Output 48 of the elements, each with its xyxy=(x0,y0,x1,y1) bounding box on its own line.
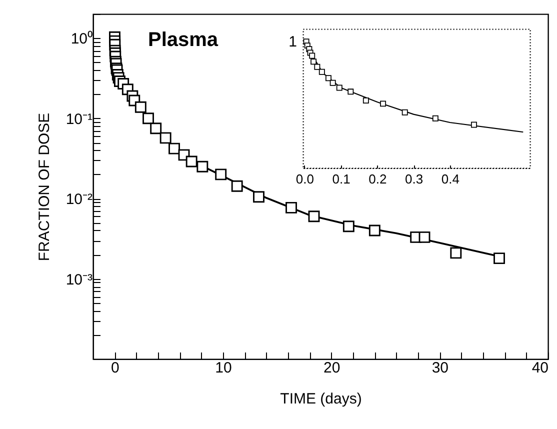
point xyxy=(196,160,208,172)
point xyxy=(348,88,354,95)
point xyxy=(330,80,336,86)
x-tick-label: 0 xyxy=(110,360,120,376)
x-tick-label: 0.3 xyxy=(405,172,424,186)
point xyxy=(380,100,386,107)
x-tick-label: 40 xyxy=(532,360,548,376)
point xyxy=(314,64,320,70)
point xyxy=(160,132,172,144)
y-axis-title: FRACTION OF DOSE xyxy=(36,112,53,262)
point xyxy=(450,247,462,259)
y-tick-label: 10⁻³ xyxy=(66,271,92,288)
point xyxy=(186,156,198,168)
point xyxy=(215,168,227,180)
point xyxy=(168,142,180,154)
annotation: 1 xyxy=(288,34,297,51)
point xyxy=(142,112,154,124)
point xyxy=(309,52,316,59)
text: Plasma xyxy=(148,29,219,51)
point xyxy=(231,180,243,192)
point xyxy=(402,109,408,116)
x-tick-label: 0.2 xyxy=(368,172,387,186)
x-tick-label: 0.0 xyxy=(296,172,314,186)
point xyxy=(432,115,438,122)
point xyxy=(342,220,354,232)
point xyxy=(308,210,320,222)
point xyxy=(253,191,264,203)
point xyxy=(286,202,297,214)
point xyxy=(494,252,505,264)
x-tick-label: 10 xyxy=(215,360,232,376)
point xyxy=(150,122,162,134)
x-tick-label: 0.4 xyxy=(441,172,460,186)
x-tick-label: 0.1 xyxy=(332,172,350,186)
point xyxy=(362,98,369,104)
y-tick-label: 10⁻² xyxy=(66,191,92,208)
x-tick-label: 20 xyxy=(323,360,340,376)
point xyxy=(336,84,342,91)
point xyxy=(368,224,380,236)
point xyxy=(418,231,430,243)
point xyxy=(470,122,477,128)
x-axis-title: TIME (days) xyxy=(280,390,362,408)
point xyxy=(310,58,317,65)
point xyxy=(318,68,325,75)
y-tick-label: 10⁰ xyxy=(70,30,92,48)
point xyxy=(325,75,332,82)
point xyxy=(134,101,146,113)
x-tick-label: 30 xyxy=(432,360,449,376)
y-tick-label: 10⁻¹ xyxy=(66,110,92,128)
